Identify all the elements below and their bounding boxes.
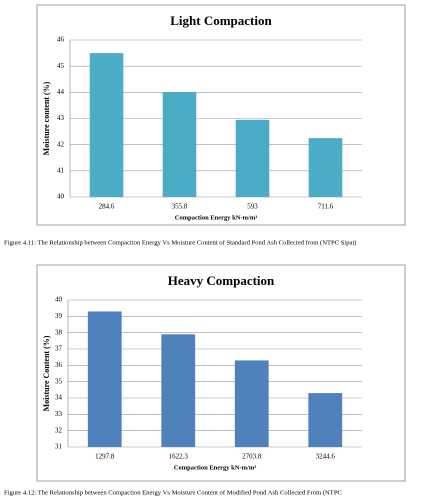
y-tick-label: 34 [55,394,63,402]
bar [234,360,269,447]
x-tick-label: 284.6 [99,203,115,211]
x-tick-label: 2703.8 [242,453,262,461]
y-tick-label: 36 [55,361,63,369]
bar [235,119,270,197]
x-tick-label: 1297.8 [95,453,115,461]
bar [308,138,343,197]
figure-caption: Figure 4.11: The Relationship between Co… [4,240,356,247]
y-tick-label: 39 [55,312,63,320]
bar [308,393,343,447]
x-tick-label: 3244.6 [316,453,336,461]
y-tick-label: 41 [57,166,65,174]
bar [161,334,196,447]
y-tick-label: 40 [57,193,65,201]
y-tick-label: 35 [55,377,63,385]
x-axis-label: Compaction Energy kN-m/m³ [175,214,258,221]
x-tick-label: 593 [247,203,258,211]
y-tick-label: 31 [55,443,63,451]
x-axis-label: Compaction Energy kN-m/m³ [174,464,257,471]
y-tick-label: 38 [55,328,63,336]
y-tick-label: 40 [55,296,63,304]
y-tick-label: 45 [57,62,65,70]
y-axis-label: Moisture Content (%) [42,335,51,411]
figure-caption: Figure 4.12: The Relationship between Co… [4,490,343,497]
bar [87,311,122,447]
bar [162,92,197,197]
bar [89,53,124,198]
y-tick-label: 44 [57,88,65,96]
chart-title: Light Compaction [170,13,272,28]
y-tick-label: 43 [57,114,65,122]
y-tick-label: 32 [55,426,63,434]
y-tick-label: 46 [57,36,65,44]
y-tick-label: 33 [55,410,63,418]
x-tick-label: 711.6 [318,203,334,211]
x-tick-label: 355.8 [172,203,188,211]
y-tick-label: 37 [55,345,63,353]
y-axis-label: Moisture content (%) [42,81,51,155]
x-tick-label: 1622.3 [169,453,189,461]
chart-title: Heavy Compaction [168,273,275,288]
y-tick-label: 42 [57,140,65,148]
